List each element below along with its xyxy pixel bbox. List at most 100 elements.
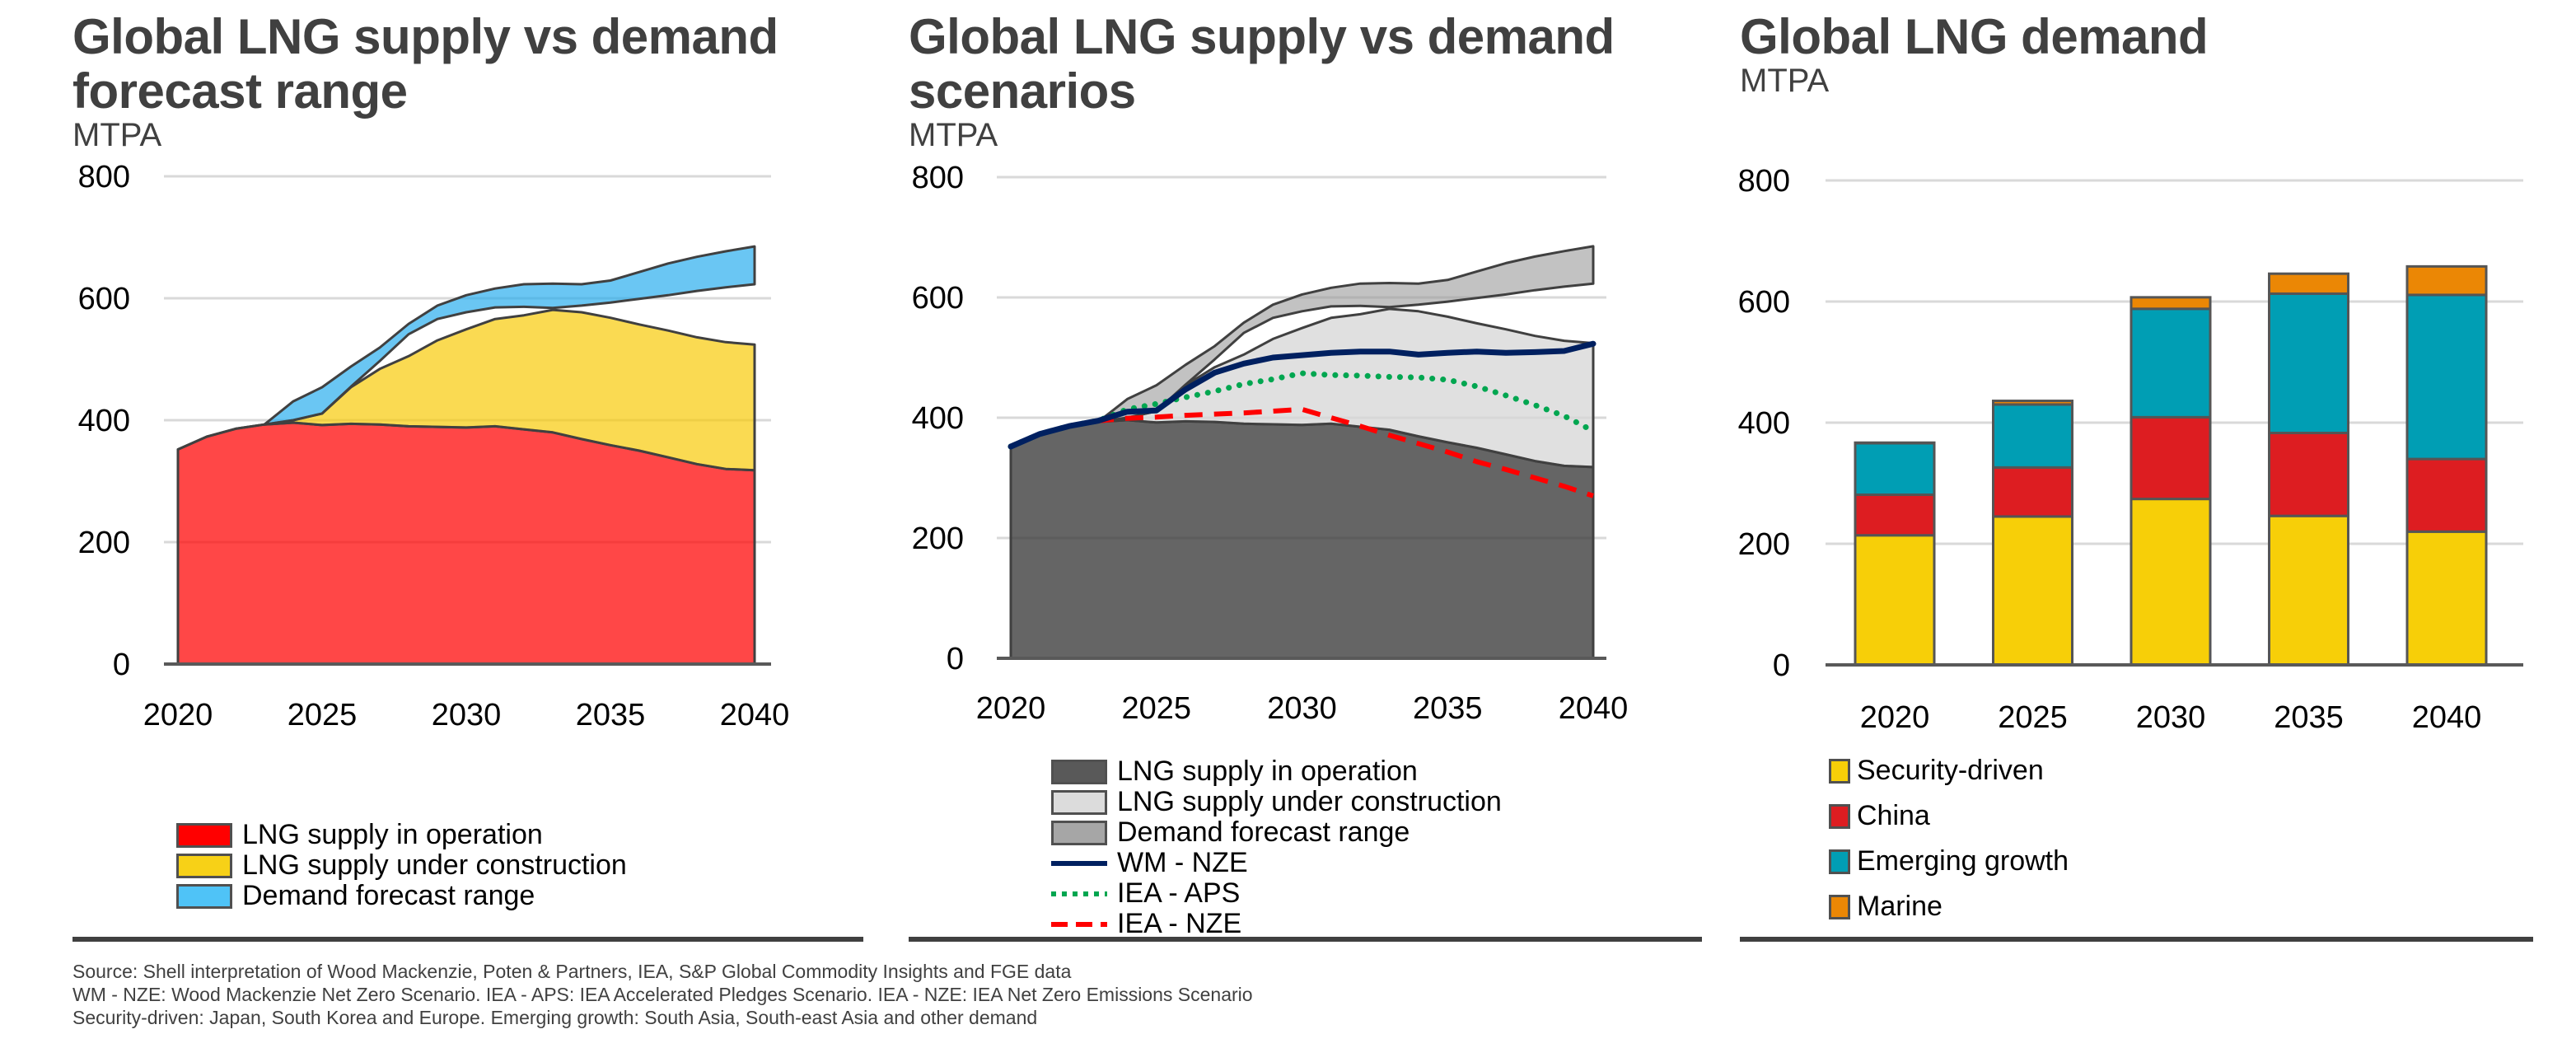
y-tick-label: 600 <box>78 282 130 316</box>
x-tick-label: 2025 <box>288 698 358 732</box>
bar-segment-emerging-growth <box>2405 293 2488 461</box>
chart-unit-label: MTPA <box>1740 63 1830 99</box>
panel-divider-rule <box>72 937 863 942</box>
bar-segment-security-driven <box>1992 515 2073 667</box>
legend-swatch-marine <box>1829 894 1850 919</box>
bar-segment-china <box>2405 457 2488 533</box>
footer-source: Source: Shell interpretation of Wood Mac… <box>72 961 1072 982</box>
area-supply-under-construction <box>1009 307 1595 469</box>
legend-label: WM - NZE <box>1117 847 1248 878</box>
x-tick-label: 2025 <box>1998 700 2068 735</box>
legend-item: Marine <box>1829 884 2069 929</box>
bar-segment-emerging-growth <box>2130 307 2212 419</box>
bar-segment-security-driven <box>1854 534 1936 667</box>
bar-segment-security-driven <box>2405 530 2488 667</box>
y-tick-label: 200 <box>1738 527 1790 562</box>
legend-item: LNG supply in operation <box>1051 756 1502 787</box>
panel-divider-rule <box>909 937 1702 942</box>
bar-segment-emerging-growth <box>2268 292 2349 434</box>
legend-line-iea-nze <box>1051 912 1107 937</box>
chart-title: Global LNG demand <box>1740 9 2209 64</box>
legend-item: LNG supply under construction <box>176 849 627 881</box>
legend-swatch-operation <box>1051 759 1107 784</box>
chart-title: Global LNG supply vs demand scenarios <box>909 9 1615 119</box>
bar-segment-china <box>1854 493 1936 537</box>
y-tick-label: 400 <box>912 401 964 436</box>
bar-segment-marine <box>2405 264 2488 297</box>
x-tick-label: 2040 <box>1559 691 1629 726</box>
legend-item: IEA - NZE <box>1051 908 1502 939</box>
x-tick-label: 2020 <box>976 691 1046 726</box>
legend-item: LNG supply in operation <box>176 819 627 850</box>
chart-legend: Security-driven China Emerging growth Ma… <box>1829 748 2069 929</box>
x-tick-label: 2030 <box>432 698 502 732</box>
bar-segment-emerging-growth <box>1854 442 1936 496</box>
legend-label: LNG supply under construction <box>242 849 627 881</box>
legend-label: Demand forecast range <box>1117 816 1410 848</box>
area-supply-under-construction <box>176 308 756 472</box>
line-wm-nze <box>1007 340 1597 450</box>
legend-swatch-demand <box>176 883 232 909</box>
panel-divider-rule <box>1740 937 2533 942</box>
panel-lng-demand: Global LNG demand MTPA Security-driven C… <box>1740 0 2531 947</box>
legend-item: Emerging growth <box>1829 839 2069 884</box>
bar-segment-security-driven <box>2268 514 2349 667</box>
legend-swatch-construction <box>176 853 232 878</box>
legend-swatch-china <box>1829 803 1850 829</box>
legend-label: Marine <box>1857 891 1943 922</box>
legend-label: Emerging growth <box>1857 845 2069 877</box>
legend-label: LNG supply under construction <box>1117 786 1502 817</box>
y-tick-label: 600 <box>912 281 964 316</box>
bar-segment-marine <box>1854 441 1936 445</box>
y-tick-label: 400 <box>78 404 130 438</box>
x-tick-label: 2030 <box>1267 691 1337 726</box>
legend-label: LNG supply in operation <box>1117 756 1418 787</box>
footer-notes: Source: Shell interpretation of Wood Mac… <box>72 960 1253 1029</box>
legend-label: LNG supply in operation <box>242 819 543 850</box>
legend-swatch-operation <box>176 822 232 848</box>
legend-item: Security-driven <box>1829 748 2069 793</box>
x-tick-label: 2020 <box>143 698 213 732</box>
line-iea-aps <box>1007 370 1597 450</box>
legend-item: LNG supply under construction <box>1051 786 1502 817</box>
x-tick-label: 2035 <box>2274 700 2344 735</box>
bar-segment-marine <box>2130 296 2212 311</box>
chart-legend: LNG supply in operation LNG supply under… <box>176 819 627 911</box>
y-tick-label: 400 <box>1738 406 1790 441</box>
x-tick-label: 2025 <box>1121 691 1191 726</box>
x-tick-label: 2040 <box>720 698 790 732</box>
y-tick-label: 800 <box>78 160 130 194</box>
y-tick-label: 0 <box>947 642 964 676</box>
chart-legend: LNG supply in operation LNG supply under… <box>1051 756 1502 939</box>
legend-label: Security-driven <box>1857 755 2044 786</box>
legend-swatch-emerging <box>1829 849 1850 874</box>
bar-segment-marine <box>1992 400 2073 406</box>
panel-supply-demand-scenarios: Global LNG supply vs demand scenarios MT… <box>909 0 1699 947</box>
bar-segment-china <box>2130 415 2212 501</box>
bar-segment-china <box>1992 466 2073 518</box>
legend-item: China <box>1829 793 2069 839</box>
x-tick-label: 2040 <box>2412 700 2482 735</box>
legend-line-iea-aps <box>1051 882 1107 906</box>
legend-item: WM - NZE <box>1051 847 1502 878</box>
legend-line-wm-nze <box>1051 851 1107 876</box>
y-tick-label: 800 <box>912 161 964 195</box>
y-tick-label: 600 <box>1738 285 1790 320</box>
x-tick-label: 2030 <box>2136 700 2206 735</box>
chart-title: Global LNG supply vs demand forecast ran… <box>72 9 778 119</box>
x-tick-label: 2020 <box>1860 700 1930 735</box>
legend-swatch-demand <box>1051 820 1107 845</box>
legend-item: Demand forecast range <box>1051 816 1502 848</box>
legend-item: Demand forecast range <box>176 880 627 911</box>
area-demand-forecast-range <box>263 245 756 426</box>
legend-label: China <box>1857 800 1930 831</box>
y-tick-label: 200 <box>912 522 964 556</box>
legend-label: IEA - APS <box>1117 877 1241 909</box>
y-tick-label: 800 <box>1738 164 1790 199</box>
x-tick-label: 2035 <box>1413 691 1483 726</box>
x-tick-label: 2035 <box>576 698 646 732</box>
chart-unit-label: MTPA <box>72 117 162 153</box>
footer-scenario-definitions: WM - NZE: Wood Mackenzie Net Zero Scenar… <box>72 984 1253 1005</box>
